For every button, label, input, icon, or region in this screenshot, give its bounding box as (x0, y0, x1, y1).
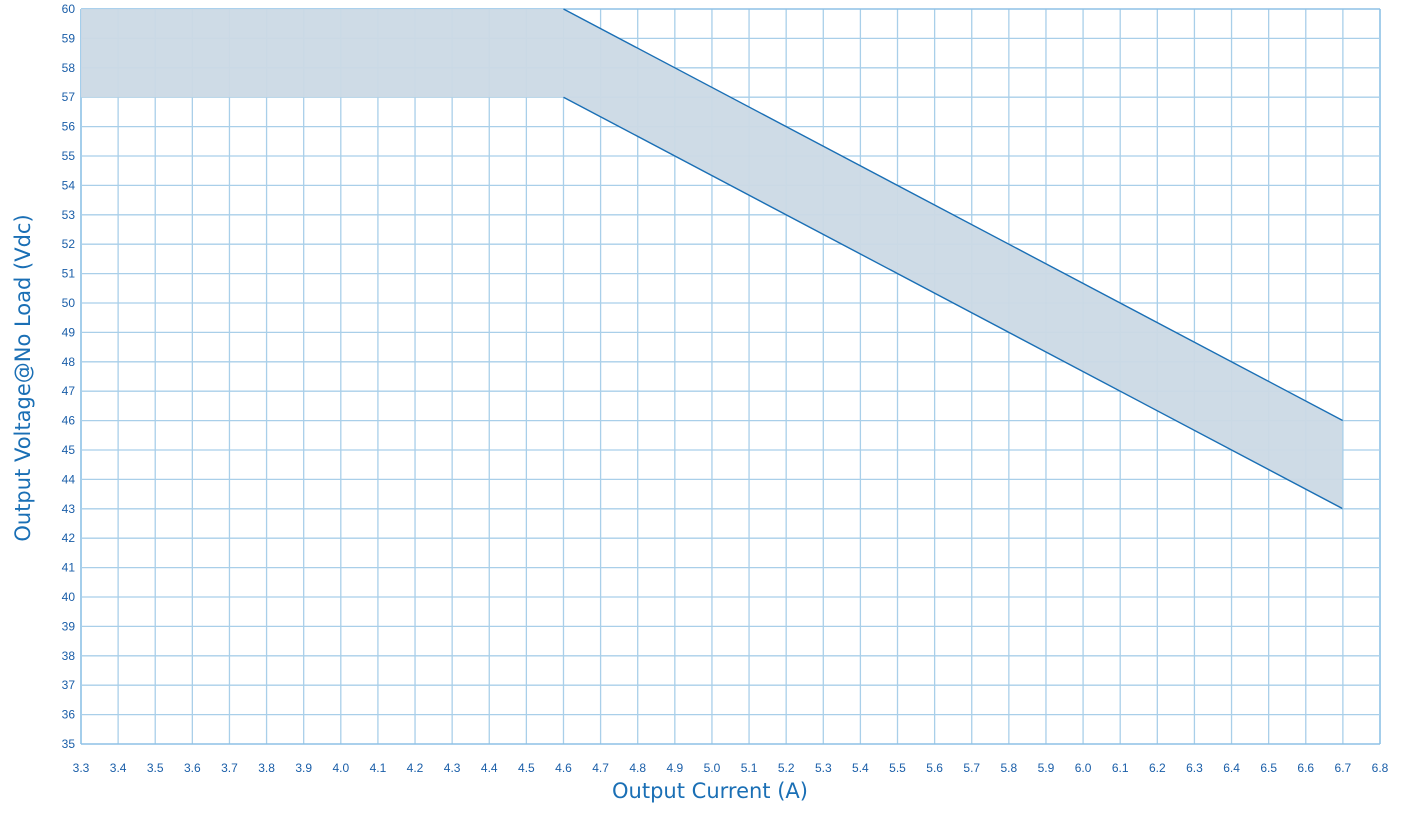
y-tick-label: 41 (62, 561, 76, 575)
y-tick-label: 35 (62, 737, 76, 751)
x-tick-label: 3.7 (221, 761, 238, 775)
x-tick-label: 6.7 (1335, 761, 1352, 775)
x-tick-label: 5.7 (963, 761, 980, 775)
x-tick-label: 6.1 (1112, 761, 1129, 775)
y-tick-label: 49 (62, 325, 76, 339)
x-tick-label: 3.3 (73, 761, 90, 775)
x-tick-label: 4.6 (555, 761, 572, 775)
y-tick-label: 51 (62, 267, 76, 281)
x-tick-label: 4.4 (481, 761, 498, 775)
y-axis-title: Output Voltage@No Load (Vdc) (11, 214, 35, 541)
x-tick-label: 5.8 (1001, 761, 1018, 775)
upper-bound-line (563, 8, 1344, 422)
voltage-tolerance-band (81, 9, 1343, 509)
y-tick-label: 36 (62, 708, 76, 722)
y-tick-label: 50 (62, 296, 76, 310)
y-tick-label: 46 (62, 414, 76, 428)
x-tick-label: 6.6 (1297, 761, 1314, 775)
x-tick-label: 6.4 (1223, 761, 1240, 775)
x-tick-label: 3.4 (110, 761, 127, 775)
x-tick-label: 4.5 (518, 761, 535, 775)
y-tick-label: 53 (62, 208, 76, 222)
x-tick-label: 4.7 (592, 761, 609, 775)
x-tick-label: 6.3 (1186, 761, 1203, 775)
y-tick-label: 56 (62, 120, 76, 134)
x-tick-label: 5.0 (704, 761, 721, 775)
y-tick-label: 59 (62, 31, 76, 45)
lower-bound-line (563, 96, 1344, 510)
y-tick-label: 43 (62, 502, 76, 516)
x-tick-label: 4.2 (407, 761, 424, 775)
y-tick-label: 44 (62, 472, 76, 486)
x-tick-label: 5.5 (889, 761, 906, 775)
x-tick-label: 3.6 (184, 761, 201, 775)
y-tick-labels: 35 36 37 38 39 40 41 42 43 44 45 46 47 48 49 50 51 52 53 54… (62, 2, 76, 751)
x-tick-label: 6.0 (1075, 761, 1092, 775)
x-tick-label: 4.8 (629, 761, 646, 775)
x-tick-label: 5.1 (741, 761, 758, 775)
y-tick-label: 40 (62, 590, 76, 604)
y-tick-label: 52 (62, 237, 76, 251)
y-tick-label: 47 (62, 384, 76, 398)
x-tick-label: 5.2 (778, 761, 795, 775)
y-tick-label: 37 (62, 678, 76, 692)
x-tick-label: 4.1 (370, 761, 387, 775)
y-tick-label: 60 (62, 2, 76, 16)
x-tick-label: 6.8 (1372, 761, 1389, 775)
x-tick-label: 3.5 (147, 761, 164, 775)
x-tick-label: 6.5 (1260, 761, 1277, 775)
y-tick-label: 48 (62, 355, 76, 369)
y-tick-label: 42 (62, 531, 76, 545)
x-tick-label: 5.6 (926, 761, 943, 775)
y-tick-label: 45 (62, 443, 76, 457)
y-tick-label: 38 (62, 649, 76, 663)
y-tick-label: 57 (62, 90, 76, 104)
x-tick-label: 6.2 (1149, 761, 1166, 775)
x-tick-label: 5.3 (815, 761, 832, 775)
x-tick-label: 5.4 (852, 761, 869, 775)
x-axis-title: Output Current (A) (612, 779, 808, 803)
x-tick-label: 4.3 (444, 761, 461, 775)
x-tick-label: 4.9 (666, 761, 683, 775)
x-tick-label: 3.9 (295, 761, 312, 775)
x-tick-label: 3.8 (258, 761, 275, 775)
x-tick-labels: 3.3 3.4 3.5 3.6 3.7 3.8 3.9 4.0 4.1 4.2 4.3 4.4 4.5 4… (73, 761, 1389, 775)
y-tick-label: 58 (62, 61, 76, 75)
y-tick-label: 55 (62, 149, 76, 163)
y-tick-label: 39 (62, 619, 76, 633)
x-tick-label: 5.9 (1038, 761, 1055, 775)
y-tick-label: 54 (62, 178, 76, 192)
x-tick-label: 4.0 (332, 761, 349, 775)
